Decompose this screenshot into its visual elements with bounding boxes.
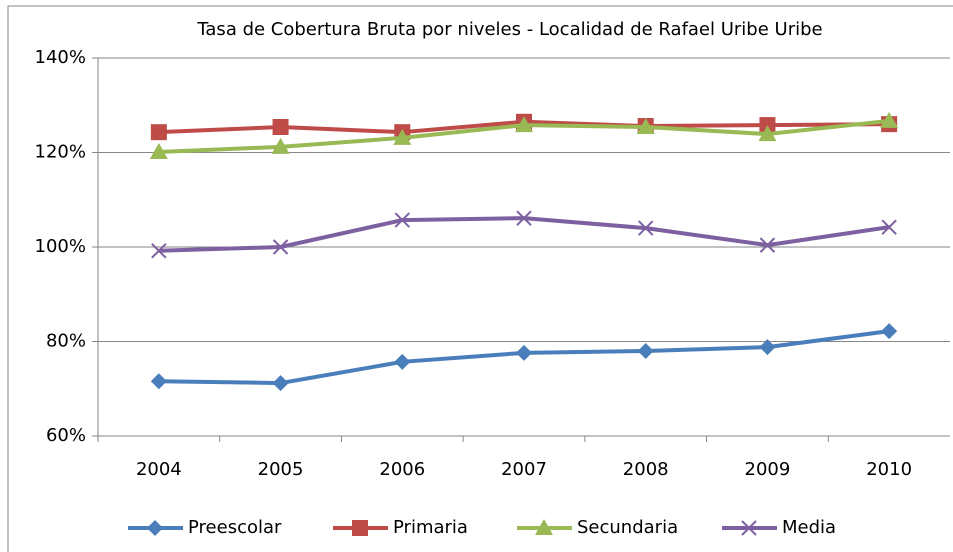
marker [638, 220, 654, 236]
x-tick-label: 2009 [745, 459, 791, 480]
x-tick-label: 2007 [501, 459, 547, 480]
y-tick-label: 100% [35, 236, 86, 257]
marker [515, 116, 533, 133]
marker [741, 520, 757, 536]
x-tick-label: 2006 [379, 459, 425, 480]
marker [637, 342, 654, 359]
marker [271, 137, 290, 154]
marker [516, 344, 532, 361]
marker [150, 124, 167, 141]
chart-title: Tasa de Cobertura Bruta por niveles - Lo… [196, 19, 822, 40]
marker [272, 118, 289, 135]
marker [394, 212, 410, 228]
marker [272, 239, 289, 255]
x-tick-label: 2004 [136, 459, 182, 480]
y-tick-label: 60% [46, 425, 86, 446]
marker [881, 219, 897, 235]
legend-label: Media [782, 517, 836, 538]
marker [150, 373, 167, 390]
legend-label: Primaria [393, 517, 468, 538]
y-tick-label: 80% [46, 331, 86, 352]
marker [516, 210, 532, 226]
chart-frame [7, 5, 953, 552]
marker [880, 111, 899, 128]
marker [147, 520, 163, 536]
marker [393, 128, 412, 145]
x-tick-label: 2008 [623, 459, 669, 480]
marker [151, 243, 167, 259]
x-tick-label: 2010 [866, 459, 912, 480]
marker [759, 237, 776, 253]
legend-label: Preescolar [188, 517, 282, 538]
marker [149, 143, 168, 160]
y-tick-label: 140% [35, 47, 86, 68]
marker [535, 519, 553, 535]
marker [272, 375, 289, 392]
y-tick-label: 120% [35, 142, 86, 163]
x-tick-label: 2005 [258, 459, 304, 480]
marker [636, 117, 655, 134]
marker [759, 339, 776, 356]
marker [758, 125, 777, 142]
marker [394, 353, 411, 370]
legend-label: Secundaria [577, 517, 678, 538]
marker [352, 520, 368, 536]
marker [881, 323, 898, 340]
